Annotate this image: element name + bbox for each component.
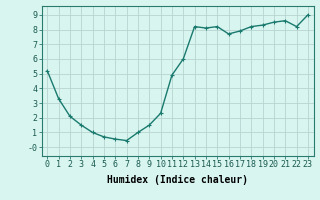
X-axis label: Humidex (Indice chaleur): Humidex (Indice chaleur) bbox=[107, 175, 248, 185]
